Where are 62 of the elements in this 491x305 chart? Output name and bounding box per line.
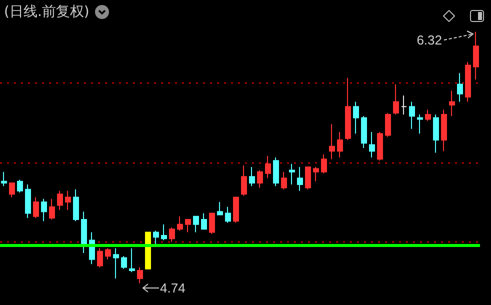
candlestick bbox=[353, 101, 359, 134]
candlestick bbox=[25, 184, 31, 218]
candlestick bbox=[241, 164, 247, 196]
candlestick bbox=[321, 154, 327, 174]
candlestick bbox=[81, 211, 87, 254]
candlestick bbox=[313, 166, 319, 182]
candlestick bbox=[121, 256, 127, 270]
candlestick bbox=[57, 190, 63, 211]
candlestick bbox=[65, 190, 71, 211]
candlestick bbox=[393, 84, 399, 116]
candlestick bbox=[281, 171, 287, 190]
candlestick bbox=[409, 101, 415, 130]
candlestick bbox=[433, 114, 439, 154]
candlestick bbox=[17, 179, 23, 194]
candlestick bbox=[105, 248, 111, 260]
candlestick bbox=[233, 196, 239, 224]
candlestick bbox=[305, 166, 311, 190]
candlestick bbox=[369, 132, 375, 158]
candlestick bbox=[145, 232, 151, 270]
candlestick bbox=[113, 248, 119, 279]
candlestick bbox=[385, 112, 391, 138]
annotation: 4.74 bbox=[160, 280, 186, 296]
candlestick bbox=[249, 166, 255, 187]
candlestick bbox=[377, 132, 383, 162]
candlestick bbox=[201, 212, 207, 230]
candlestick bbox=[129, 248, 135, 273]
candlestick bbox=[161, 224, 167, 241]
candlestick bbox=[177, 216, 183, 232]
candlestick bbox=[169, 227, 175, 242]
candlestick bbox=[401, 94, 407, 116]
candlestick bbox=[33, 196, 39, 218]
candlestick bbox=[153, 230, 159, 246]
candlestick bbox=[361, 116, 367, 148]
candlestick bbox=[97, 248, 103, 268]
candlestick bbox=[49, 198, 55, 220]
candlestick bbox=[193, 216, 199, 233]
candlestick bbox=[225, 206, 231, 224]
candlestick bbox=[73, 188, 79, 222]
candlestick bbox=[473, 31, 479, 80]
candlestick bbox=[345, 77, 351, 140]
candlestick bbox=[289, 163, 295, 186]
candlestick bbox=[449, 90, 455, 117]
candlestick bbox=[41, 198, 47, 222]
candlestick bbox=[1, 171, 7, 187]
candlestick bbox=[265, 155, 271, 179]
candlestick bbox=[137, 266, 143, 284]
candlestick bbox=[273, 157, 279, 187]
candlestick bbox=[457, 72, 463, 102]
candlestick bbox=[441, 109, 447, 152]
chart-title: (日线.前复权) bbox=[4, 3, 90, 21]
candlestick bbox=[329, 124, 335, 160]
candlestick bbox=[337, 132, 343, 158]
annotation: 6.32 bbox=[416, 32, 442, 48]
candlestick bbox=[417, 114, 423, 134]
candlestick bbox=[297, 166, 303, 192]
candlestick bbox=[209, 212, 215, 234]
candlestick bbox=[465, 62, 471, 102]
candlestick bbox=[425, 109, 431, 122]
candlestick bbox=[217, 202, 223, 216]
candlestick bbox=[9, 182, 15, 198]
candlestick bbox=[185, 219, 191, 233]
candlestick bbox=[257, 170, 263, 188]
